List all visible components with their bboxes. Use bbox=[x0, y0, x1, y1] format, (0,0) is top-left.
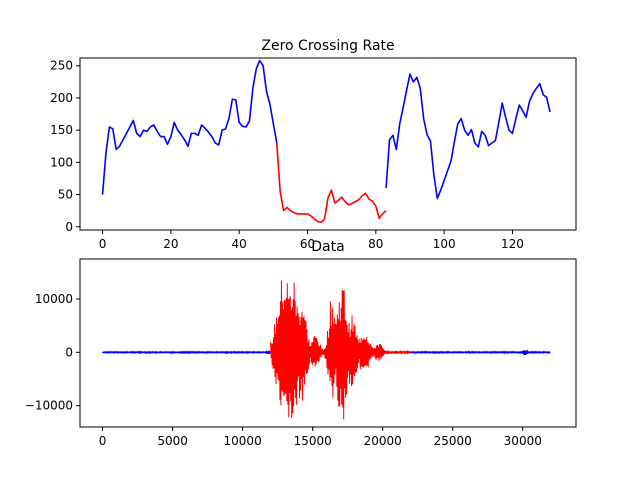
data-axes: 0 5000 10000 15000 20000 25000 30000 −10000 0 10… bbox=[25, 239, 577, 448]
data-x-tick-label: 10000 bbox=[224, 434, 262, 448]
zcr-x-tick-label: 20 bbox=[163, 237, 178, 251]
zcr-y-tick-label: 0 bbox=[65, 220, 73, 234]
zcr-axes: Zero Crossing Rate 0 20 40 60 80 100 120 0 50 10… bbox=[50, 38, 577, 251]
zcr-y-tick-label: 100 bbox=[50, 155, 73, 169]
zcr-x-tick-label: 60 bbox=[300, 237, 315, 251]
zcr-y-tick-label: 250 bbox=[50, 59, 73, 73]
data-y-tick-label: 10000 bbox=[35, 292, 73, 306]
data-y-tick-label: −10000 bbox=[25, 399, 73, 413]
data-x-tick-label: 0 bbox=[99, 434, 107, 448]
zcr-y-tick-label: 50 bbox=[58, 188, 73, 202]
data-x-tick-label: 20000 bbox=[364, 434, 402, 448]
zcr-frame bbox=[79, 57, 577, 231]
zcr-y-tick-label: 150 bbox=[50, 123, 73, 137]
zcr-lines bbox=[101, 59, 551, 224]
data-x-tick-label: 5000 bbox=[157, 434, 188, 448]
zcr-series-line bbox=[385, 73, 551, 200]
data-title: Data bbox=[311, 239, 344, 255]
data-y-tick-label: 0 bbox=[65, 345, 73, 359]
data-y-ticks: −10000 0 10000 bbox=[25, 292, 80, 413]
zcr-x-tick-label: 40 bbox=[232, 237, 247, 251]
zcr-x-tick-label: 120 bbox=[501, 237, 524, 251]
data-x-tick-label: 25000 bbox=[434, 434, 472, 448]
waveform-series-line bbox=[410, 349, 551, 356]
waveform-series-line bbox=[270, 280, 411, 420]
data-x-tick-label: 15000 bbox=[294, 434, 332, 448]
zcr-x-tick-label: 80 bbox=[368, 237, 383, 251]
zcr-y-ticks: 0 50 100 150 200 250 bbox=[50, 59, 80, 234]
data-x-ticks: 0 5000 10000 15000 20000 25000 30000 bbox=[99, 427, 542, 448]
data-x-tick-label: 30000 bbox=[504, 434, 542, 448]
zcr-x-ticks: 0 20 40 60 80 100 120 bbox=[99, 230, 524, 251]
data-lines bbox=[102, 280, 551, 420]
zcr-y-tick-label: 200 bbox=[50, 91, 73, 105]
zcr-x-tick-label: 100 bbox=[433, 237, 456, 251]
zcr-series-line bbox=[101, 59, 278, 195]
zcr-x-tick-label: 0 bbox=[99, 237, 107, 251]
data-frame bbox=[79, 258, 577, 428]
zcr-title: Zero Crossing Rate bbox=[261, 38, 394, 54]
waveform-series-line bbox=[102, 350, 271, 356]
zcr-series-line bbox=[275, 142, 387, 224]
